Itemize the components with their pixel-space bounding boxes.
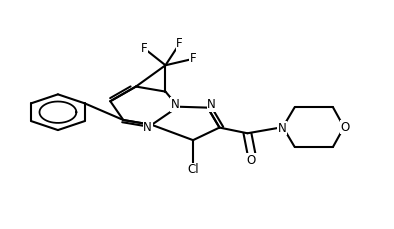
Text: N: N — [143, 121, 152, 134]
Text: F: F — [177, 37, 183, 50]
Text: N: N — [207, 98, 216, 111]
Text: F: F — [141, 42, 147, 55]
Text: O: O — [247, 154, 256, 167]
Text: F: F — [190, 52, 196, 65]
Text: Cl: Cl — [187, 164, 199, 176]
Text: N: N — [278, 122, 286, 135]
Text: O: O — [340, 121, 349, 134]
Text: N: N — [171, 98, 179, 111]
